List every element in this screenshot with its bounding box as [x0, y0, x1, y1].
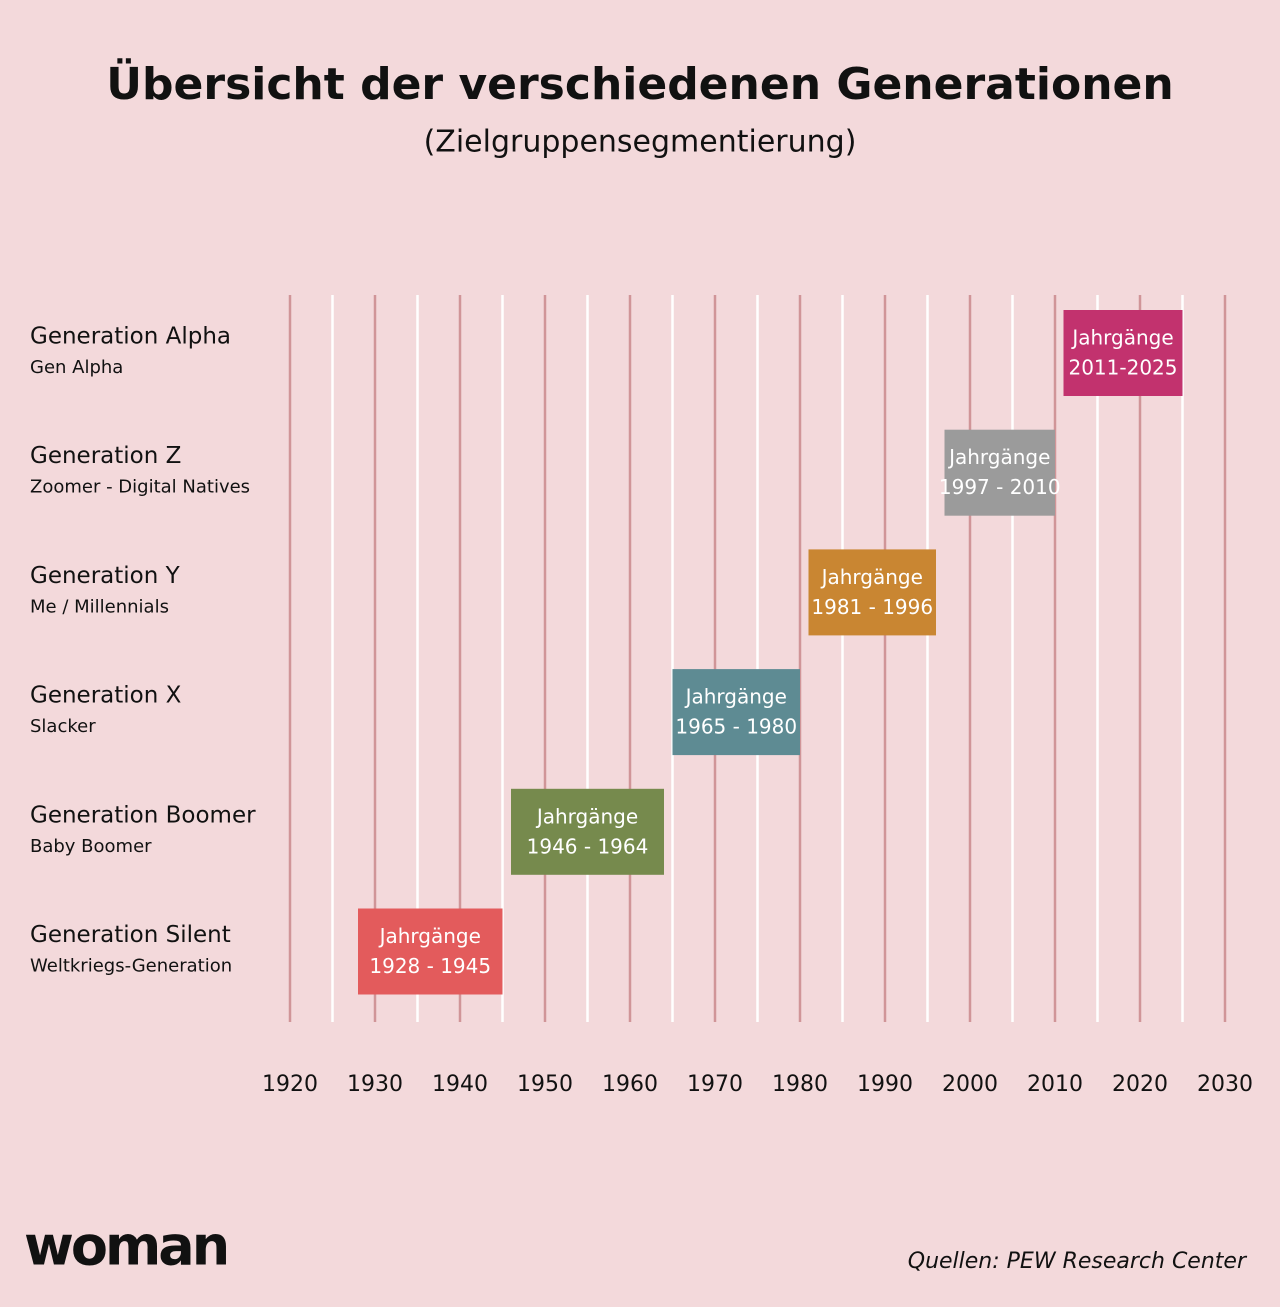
bar-heading: Jahrgänge: [947, 445, 1050, 469]
chart-title: Übersicht der verschiedenen Generationen: [106, 57, 1173, 110]
row-sublabel: Me / Millennials: [30, 596, 169, 617]
bar-label: 1946 - 1964: [527, 834, 649, 858]
source: Quellen: PEW Research Center: [908, 1249, 1248, 1274]
x-tick-label: 1960: [602, 1072, 658, 1097]
row-sublabel: Gen Alpha: [30, 357, 123, 378]
bar: [358, 908, 503, 995]
x-tick-label: 1980: [772, 1072, 828, 1097]
row-label: Generation Boomer: [30, 802, 256, 828]
row-label: Generation Z: [30, 443, 181, 469]
bar-heading: Jahrgänge: [535, 804, 638, 828]
logo: woman: [24, 1215, 227, 1278]
bar-label: 1965 - 1980: [675, 715, 797, 739]
x-tick-label: 1970: [687, 1072, 743, 1097]
chart-subtitle: (Zielgruppensegmentierung): [424, 125, 857, 160]
bar: [1063, 310, 1183, 396]
bar: [672, 669, 800, 756]
row-label: Generation X: [30, 683, 182, 709]
bar: [511, 788, 664, 875]
bar-heading: Jahrgänge: [1070, 326, 1173, 350]
x-tick-label: 2010: [1027, 1072, 1083, 1097]
bar-heading: Jahrgänge: [820, 565, 923, 589]
x-tick-label: 1930: [347, 1072, 403, 1097]
bar-label: 2011-2025: [1068, 356, 1177, 380]
bar: [808, 549, 936, 636]
x-tick-label: 2020: [1112, 1072, 1168, 1097]
x-tick-label: 1940: [432, 1072, 488, 1097]
row-sublabel: Weltkriegs-Generation: [30, 956, 232, 977]
x-tick-label: 2030: [1197, 1072, 1253, 1097]
row-label: Generation Y: [30, 563, 181, 589]
bar-label: 1928 - 1945: [369, 954, 491, 978]
x-tick-label: 1990: [857, 1072, 913, 1097]
row-sublabel: Slacker: [30, 716, 96, 737]
bar-heading: Jahrgänge: [378, 924, 481, 948]
bar-heading: Jahrgänge: [684, 685, 787, 709]
x-tick-label: 1950: [517, 1072, 573, 1097]
row-label: Generation Silent: [30, 922, 231, 948]
row-label: Generation Alpha: [30, 324, 231, 350]
bar: [944, 429, 1055, 516]
row-sublabel: Baby Boomer: [30, 836, 152, 857]
bar-label: 1997 - 2010: [939, 475, 1061, 499]
row-sublabel: Zoomer - Digital Natives: [30, 477, 250, 498]
bar-label: 1981 - 1996: [811, 595, 933, 619]
x-tick-label: 1920: [262, 1072, 318, 1097]
x-tick-label: 2000: [942, 1072, 998, 1097]
